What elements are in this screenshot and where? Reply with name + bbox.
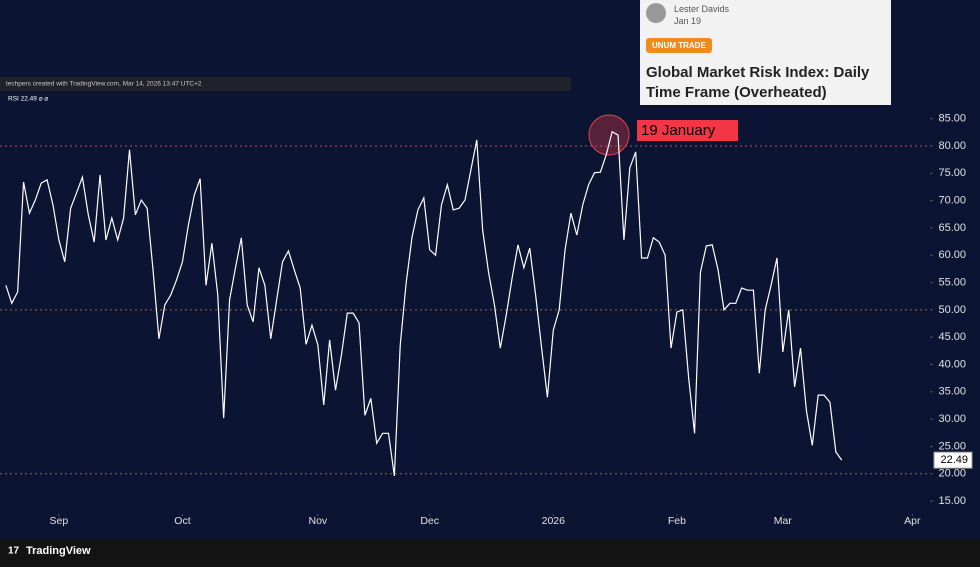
y-tick-label: 15.00 [938,495,966,507]
x-tick-label: Apr [904,515,921,527]
article-card[interactable]: Lester Davids Jan 19 UNUM TRADE Global M… [640,0,891,105]
y-tick-label: 25.00 [938,440,966,452]
article-title[interactable]: Global Market Risk Index: Daily Time Fra… [646,64,870,101]
y-tick-label: 60.00 [938,249,966,261]
x-tick-label: 2026 [542,515,566,527]
attribution-bar [0,77,571,91]
logo-icon: 17 [8,546,20,557]
y-tick-label: 55.00 [938,276,966,288]
rsi-line [5,130,843,477]
y-tick-label: 85.00 [938,113,966,125]
y-tick-label: 30.00 [938,413,966,425]
annotation-box [637,120,738,141]
avatar [646,3,666,23]
y-tick-label: 75.00 [938,167,966,179]
x-tick-label: Dec [420,515,439,527]
author: Lester Davids [674,4,730,14]
date: Jan 19 [674,16,702,26]
x-tick-label: Nov [309,515,328,527]
y-tick-label: 40.00 [938,358,966,370]
x-tick-label: Sep [50,515,69,527]
brand: TradingView [26,545,91,557]
x-tick-label: Oct [174,515,190,527]
indicator-label: RSI 22.49 ⌀ ⌀ [8,96,48,103]
y-tick-label: 65.00 [938,222,966,234]
annotation-circle [588,114,630,156]
footer-bar [0,540,980,567]
x-tick-label: Mar [774,515,793,527]
y-tick-label: 50.00 [938,304,966,316]
y-tick-label: 35.00 [938,386,966,398]
y-tick-label: 45.00 [938,331,966,343]
tag[interactable]: UNUM TRADE [646,38,712,53]
last-value-label: 22.49 [940,454,968,466]
x-tick-label: Feb [668,515,686,527]
attribution: techpers created with TradingView.com, M… [6,81,202,88]
y-tick-label: 70.00 [938,195,966,207]
plot: 15.00 20.00 25.00 30.00 35.00 40.00 45.00 50.00… [0,113,973,527]
y-tick-label: 80.00 [938,140,966,152]
annotation: 19 January [641,122,716,139]
y-tick-label: 20.00 [938,468,966,480]
last-value-box [933,451,973,469]
